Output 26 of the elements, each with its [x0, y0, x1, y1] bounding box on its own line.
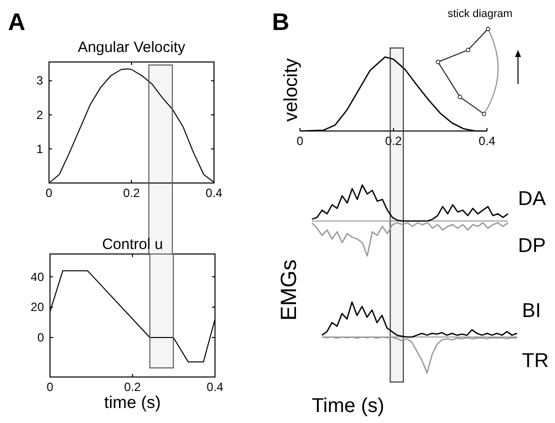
series-label: TR	[522, 350, 549, 372]
x-tick-label: 0.4	[478, 134, 496, 148]
x-tick-label: 0.2	[123, 186, 140, 200]
x-tick-label: 0	[296, 134, 304, 148]
chart-title: Angular Velocity	[78, 39, 186, 56]
x-tick-label: 0.2	[124, 380, 142, 394]
y-tick-label: 0	[37, 330, 44, 345]
x-tick-label: 0.4	[206, 186, 223, 200]
x-axis-title: time (s)	[104, 393, 161, 412]
y-tick-label: 3	[36, 74, 44, 88]
y-tick-label: 1	[36, 142, 44, 156]
x-tick-label: 0	[46, 186, 53, 200]
text: A	[8, 9, 26, 36]
y-axis-title: EMGs	[276, 259, 301, 321]
y-tick-label: 40	[30, 270, 44, 284]
series-label: BI	[522, 300, 541, 322]
y-tick-label: 2	[36, 108, 44, 122]
series-label: DP	[518, 235, 546, 257]
series-label: DA	[518, 188, 546, 210]
y-axis-title: velocity	[281, 58, 302, 122]
text: B	[272, 9, 290, 36]
x-axis-title: Time (s)	[312, 395, 384, 417]
x-tick-label: 0	[46, 380, 54, 394]
x-tick-label: 0.4	[206, 380, 224, 394]
y-tick-label: 20	[30, 300, 44, 314]
text: stick diagram	[448, 8, 512, 20]
